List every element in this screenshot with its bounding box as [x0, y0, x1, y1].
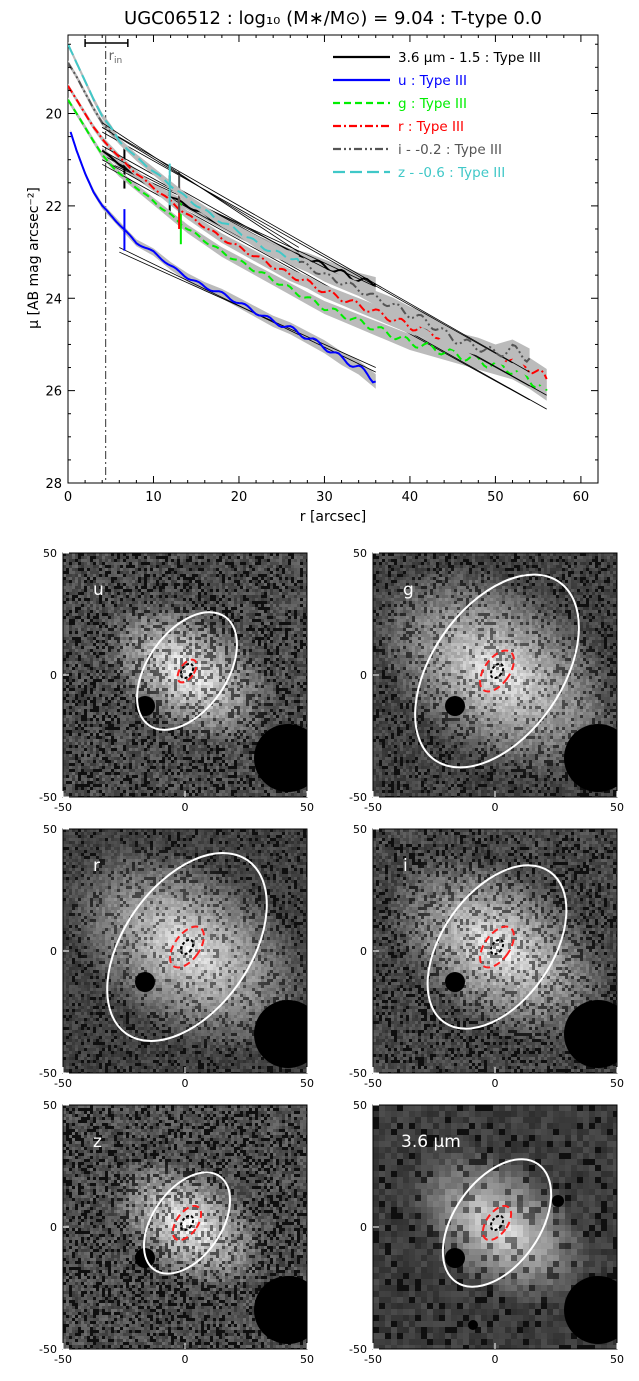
mask-disc [135, 972, 155, 992]
panel-band-label: i [403, 856, 408, 876]
panel-y-tick-label: 50 [43, 1099, 57, 1112]
image-panels: u -50 0 50 -50 0 50 g -50 0 50 -50 0 50 r -50 0 50 -50 0 50 i… [39, 545, 632, 1366]
panel-band-label: z [93, 1132, 102, 1152]
panel-y-tick-label: 0 [360, 945, 367, 958]
y-tick-label: 20 [45, 108, 62, 123]
panel-y-tick-label: 50 [43, 823, 57, 836]
mask-disc [445, 1248, 465, 1268]
panel-y-tick-label: 0 [360, 1221, 367, 1234]
x-tick-label: 0 [64, 490, 72, 505]
y-tick-label: 24 [45, 292, 62, 307]
panel-y-tick-label: 0 [360, 669, 367, 682]
y-axis-label: μ [AB mag arcsec⁻²] [26, 187, 42, 329]
panel-y-tick-label: -50 [349, 1067, 367, 1080]
panel-band-label: u [93, 580, 104, 600]
fit-line [102, 127, 299, 247]
panel-y-tick-label: -50 [349, 1343, 367, 1356]
legend-entry: z - -0.6 : Type III [398, 165, 505, 181]
legend-entry: g : Type III [398, 96, 467, 112]
x-tick-label: 50 [487, 490, 504, 505]
panel-x-tick-label: 50 [300, 1077, 314, 1090]
mask-disc [254, 1000, 322, 1068]
x-tick-label: 10 [145, 490, 162, 505]
panel-x-tick-label: 0 [182, 801, 189, 814]
panel-y-tick-label: 50 [43, 547, 57, 560]
panel-y-tick-label: -50 [39, 791, 57, 804]
panel-band-label: g [403, 580, 414, 600]
mask-disc [468, 1320, 478, 1330]
panel-y-tick-label: 0 [50, 1221, 57, 1234]
panel-y-tick-label: 0 [50, 945, 57, 958]
x-tick-label: 20 [231, 490, 248, 505]
panel-x-tick-label: 0 [182, 1077, 189, 1090]
panel-band-label: 3.6 μm [401, 1132, 461, 1152]
panel-x-tick-label: 50 [300, 801, 314, 814]
panel-y-tick-label: -50 [39, 1343, 57, 1356]
x-tick-label: 30 [316, 490, 333, 505]
legend-entry: u : Type III [398, 73, 467, 89]
panel-x-tick-label: 0 [492, 801, 499, 814]
mask-disc [564, 724, 632, 792]
panel-y-tick-label: -50 [39, 1067, 57, 1080]
panel-x-tick-label: 50 [610, 1353, 624, 1366]
r-in-label: rin [109, 49, 123, 66]
panel-x-tick-label: 0 [492, 1077, 499, 1090]
panel-x-tick-label: 50 [300, 1353, 314, 1366]
x-axis-label: r [arcsec] [300, 509, 366, 525]
panel-y-tick-label: 50 [353, 1099, 367, 1112]
panel-x-tick-label: 0 [182, 1353, 189, 1366]
mask-disc [445, 696, 465, 716]
y-tick-label: 28 [45, 477, 62, 492]
x-tick-label: 40 [402, 490, 419, 505]
y-tick-label: 22 [45, 200, 62, 215]
mask-disc [445, 972, 465, 992]
panel-y-tick-label: 0 [50, 669, 57, 682]
panel-band-label: r [93, 856, 100, 876]
mask-disc [254, 1276, 322, 1344]
y-tick-label: 26 [45, 385, 62, 400]
mask-disc [254, 724, 322, 792]
mask-disc [552, 1195, 564, 1207]
panel-x-tick-label: 50 [610, 801, 624, 814]
chart-legend: 3.6 μm - 1.5 : Type III u : Type III g : T… [333, 50, 541, 181]
panel-y-tick-label: 50 [353, 547, 367, 560]
panel-y-tick-label: 50 [353, 823, 367, 836]
legend-entry: 3.6 μm - 1.5 : Type III [398, 50, 541, 66]
mask-disc [564, 1276, 632, 1344]
mask-disc [564, 1000, 632, 1068]
series-group [68, 42, 547, 409]
legend-entry: i - -0.2 : Type III [398, 142, 502, 158]
panel-x-tick-label: 0 [492, 1353, 499, 1366]
x-tick-label: 60 [573, 490, 590, 505]
panel-x-tick-label: 50 [610, 1077, 624, 1090]
profile-chart: UGC06512 : log₁₀ (M∗/M⊙) = 9.04 : T-type… [26, 8, 598, 525]
legend-entry: r : Type III [398, 119, 464, 135]
panel-y-tick-label: -50 [349, 791, 367, 804]
chart-title: UGC06512 : log₁₀ (M∗/M⊙) = 9.04 : T-type… [124, 8, 542, 29]
